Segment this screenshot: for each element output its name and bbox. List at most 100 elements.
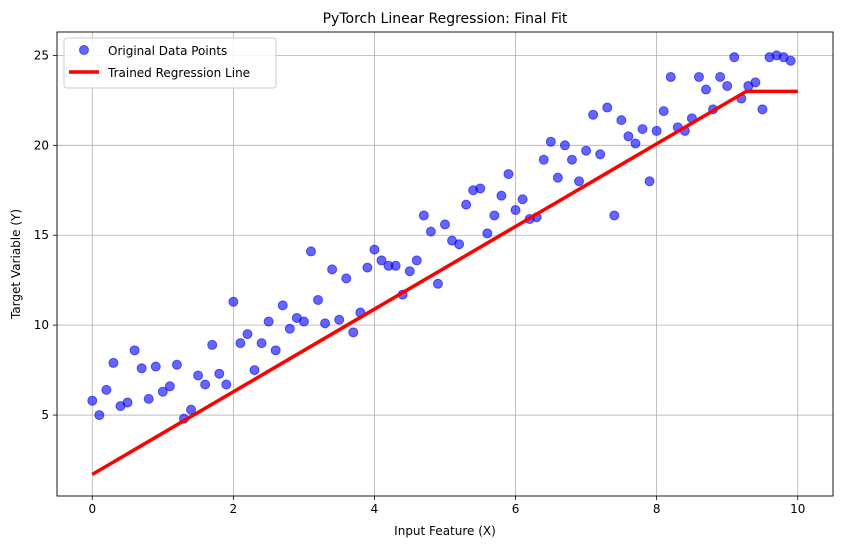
data-point	[390, 260, 401, 271]
data-point	[722, 80, 733, 91]
data-point	[538, 154, 549, 165]
y-tick-label: 15	[34, 228, 49, 242]
x-axis-ticks: 0 2 4 6 8 10	[88, 496, 805, 516]
data-point	[327, 264, 338, 275]
data-point	[277, 300, 288, 311]
regression-line	[91, 89, 798, 476]
legend-box	[63, 37, 277, 89]
x-tick-label: 10	[790, 502, 805, 516]
data-point	[785, 55, 796, 66]
data-point	[588, 109, 599, 120]
data-point	[214, 368, 225, 379]
data-point	[595, 149, 606, 160]
data-point	[440, 219, 450, 230]
data-point	[242, 329, 253, 340]
y-tick-label: 20	[34, 138, 49, 152]
data-point	[305, 246, 316, 257]
data-point	[602, 102, 613, 113]
data-point	[715, 71, 726, 82]
x-tick-label: 0	[88, 502, 96, 516]
data-point	[454, 239, 465, 250]
data-point	[87, 395, 98, 406]
data-point	[517, 194, 528, 205]
data-point	[609, 210, 620, 221]
data-point	[193, 370, 204, 381]
data-point	[348, 327, 359, 338]
data-point	[552, 172, 563, 183]
data-point	[94, 410, 105, 421]
data-point	[164, 381, 175, 392]
data-point	[101, 384, 112, 395]
y-tick-label: 10	[34, 318, 49, 332]
data-point	[136, 363, 147, 374]
data-point	[503, 169, 514, 180]
data-point	[496, 190, 507, 201]
data-point	[157, 386, 168, 397]
data-point	[270, 345, 281, 356]
data-point	[171, 359, 182, 370]
data-point	[559, 140, 570, 151]
data-point	[418, 210, 429, 221]
x-tick-label: 6	[512, 502, 520, 516]
data-point	[320, 318, 331, 329]
y-tick-label: 5	[41, 408, 49, 422]
chart-title: PyTorch Linear Regression: Final Fit	[323, 11, 568, 27]
grid	[57, 32, 833, 496]
data-layer	[87, 50, 798, 476]
data-point	[658, 106, 669, 117]
data-point	[235, 338, 246, 349]
data-point	[644, 176, 655, 187]
data-point	[298, 316, 309, 327]
y-axis-ticks: 5 10 15 20 25	[34, 48, 57, 422]
data-point	[334, 314, 345, 325]
legend-marker-data-points	[79, 45, 89, 55]
data-point	[701, 84, 712, 95]
data-point	[284, 323, 295, 334]
data-point	[186, 404, 197, 415]
data-point	[221, 379, 232, 390]
data-point	[362, 262, 373, 273]
data-point	[432, 278, 443, 289]
data-point	[200, 379, 211, 390]
data-point	[729, 52, 740, 63]
x-tick-label: 2	[230, 502, 238, 516]
data-point	[411, 255, 422, 266]
data-point	[475, 183, 486, 194]
data-point	[129, 345, 140, 356]
data-point	[256, 338, 267, 349]
data-point	[369, 244, 380, 255]
data-point	[623, 131, 634, 142]
data-point	[108, 357, 119, 368]
data-point	[616, 115, 627, 126]
legend-label-regression: Trained Regression Line	[107, 66, 250, 80]
data-point	[425, 226, 436, 237]
data-point	[637, 124, 648, 135]
data-point	[461, 199, 472, 210]
data-point	[341, 273, 352, 284]
data-point	[665, 71, 676, 82]
data-point	[263, 316, 274, 327]
data-point	[249, 365, 260, 376]
data-point	[122, 397, 133, 408]
legend-label-data-points: Original Data Points	[108, 44, 227, 58]
y-axis-label: Target Variable (Y)	[9, 209, 23, 320]
data-point	[581, 145, 592, 156]
data-point	[651, 125, 662, 136]
x-tick-label: 8	[653, 502, 661, 516]
data-point	[482, 228, 493, 239]
data-point	[510, 205, 521, 216]
data-point	[228, 296, 239, 307]
x-tick-label: 4	[371, 502, 379, 516]
data-point	[404, 266, 415, 277]
data-point	[574, 176, 585, 187]
data-point	[693, 71, 704, 82]
legend: Original Data Points Trained Regression …	[63, 37, 277, 89]
data-point	[207, 339, 218, 350]
data-point	[566, 154, 577, 165]
data-point	[750, 77, 761, 88]
x-axis-label: Input Feature (X)	[394, 524, 496, 538]
data-point	[630, 138, 641, 149]
y-tick-label: 25	[34, 48, 49, 62]
